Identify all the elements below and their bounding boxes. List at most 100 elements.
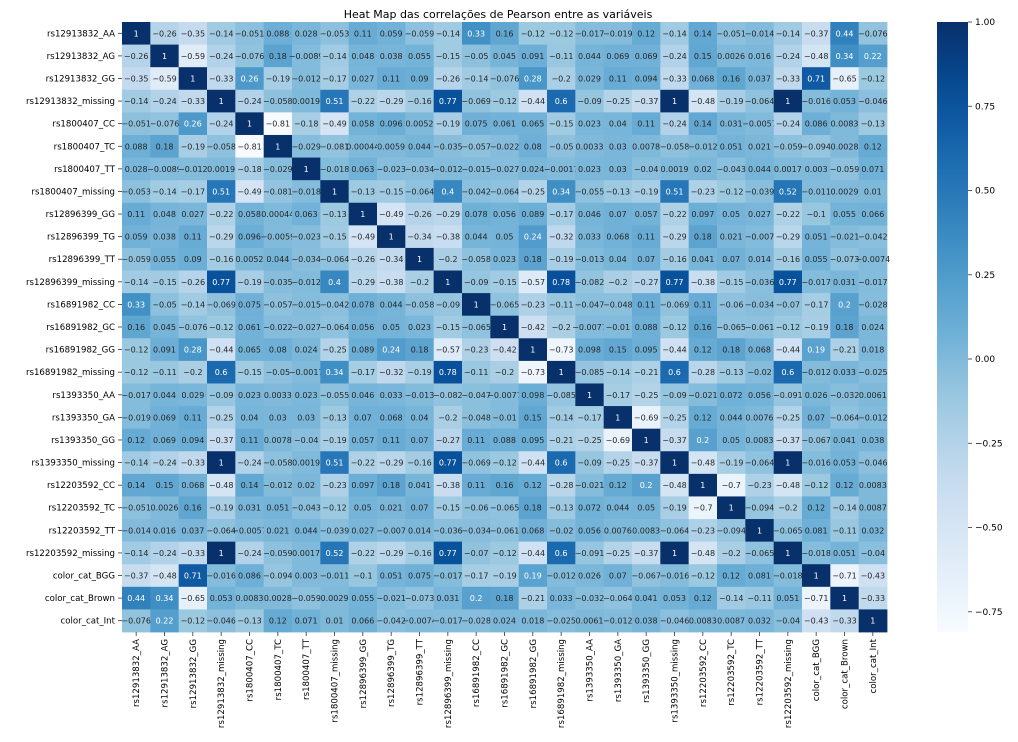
cell-annotation: −0.43 [804,617,829,626]
cell-annotation: −0.094 [263,572,293,581]
cell-annotation: 0.069 [153,436,176,445]
heatmap-cell [830,112,860,136]
heatmap-cell [802,451,831,475]
cell-annotation: −0.26 [351,255,376,264]
cell-annotation: 0.056 [578,526,601,535]
cell-annotation: −0.37 [634,459,659,468]
heatmap-cell [377,202,406,226]
cell-annotation: 0.11 [184,413,202,422]
cell-annotation: 0.044 [578,52,601,61]
chart-title: Heat Map das correlações de Pearson entr… [344,8,653,21]
heatmap-cell [518,541,548,565]
heatmap-cell [405,270,435,294]
cell-annotation: 1 [757,526,762,535]
heatmap-cell [292,609,321,633]
cell-annotation: −0.04 [861,549,886,558]
heatmap-cell [830,406,860,430]
cell-annotation: −0.26 [124,52,149,61]
cell-annotation: 0.041 [833,436,856,445]
cell-annotation: 0.77 [212,278,230,287]
cell-annotation: 0.77 [439,459,457,468]
cell-annotation: −0.017 [801,278,831,287]
cell-annotation: 0.03 [609,142,627,151]
heatmap-cell [547,89,576,113]
heatmap-cell [320,541,350,565]
heatmap-cell [717,202,746,226]
cell-annotation: 0.069 [635,52,658,61]
heatmap-cell [207,180,236,204]
cell-annotation: 0.068 [380,413,403,422]
heatmap-cell [547,428,576,452]
cell-annotation: 0.018 [521,617,544,626]
cell-annotation: −0.034 [461,526,491,535]
cell-annotation: 0.096 [380,120,403,129]
heatmap-cell [405,541,435,565]
cell-annotation: −0.42 [521,323,546,332]
cell-annotation: −0.018 [773,572,803,581]
cell-annotation: −0.24 [152,459,177,468]
cell-annotation: 0.048 [351,52,374,61]
heatmap-cell [235,428,265,452]
cell-annotation: −0.34 [379,255,404,264]
y-tick-label: rs12913832_AA [47,29,115,39]
heatmap-cell [178,338,208,362]
heatmap-cell [660,180,690,204]
heatmap-cell [320,67,350,91]
cell-annotation: −0.0017 [544,165,579,174]
cell-annotation: −0.064 [830,413,860,422]
cell-annotation: 0.0083 [689,617,717,626]
heatmap-cell [320,22,350,45]
heatmap-cell [830,541,860,565]
heatmap-cell [830,157,860,181]
cell-annotation: 0.069 [153,413,176,422]
cell-annotation: 0.11 [467,481,485,490]
colorbar-tick-label: −0.75 [975,608,1003,618]
heatmap-cell [462,609,491,633]
cell-annotation: −0.25 [521,187,546,196]
heatmap-cell [717,22,746,45]
heatmap-cell [802,383,831,407]
cell-annotation: 0.051 [776,594,799,603]
heatmap-cell [348,22,378,45]
heatmap-cell [462,473,491,497]
cell-annotation: −0.14 [124,278,149,287]
cell-annotation: 0.05 [382,323,400,332]
heatmap-cell [547,293,576,317]
heatmap-cell [405,451,435,475]
heatmap-cell [292,157,321,181]
heatmap-cell [348,293,378,317]
cell-annotation: 0.07 [637,255,655,264]
y-tick-label: rs1393350_GG [51,436,115,446]
cell-annotation: −0.14 [662,29,687,38]
cell-annotation: −0.025 [546,617,576,626]
heatmap-cell [178,451,208,475]
heatmap-cell [178,202,208,226]
heatmap-cell [207,383,236,407]
heatmap-cell [575,519,605,543]
heatmap-cell [235,44,265,68]
heatmap-cell [207,496,236,520]
cell-annotation: 0.15 [524,413,542,422]
heatmap-cell [688,112,718,136]
cell-annotation: 0.046 [578,210,601,219]
x-tick-label: rs1800407_missing [331,639,341,723]
cell-annotation: −0.44 [662,346,687,355]
cell-annotation: 0.068 [606,233,629,242]
cell-annotation: 0.07 [609,572,627,581]
cell-annotation: −0.14 [181,300,206,309]
heatmap-cell [717,586,746,610]
x-tick-label: rs1393350_AA [586,639,596,702]
heatmap-cell [575,225,605,249]
cell-annotation: 0.053 [210,594,233,603]
heatmap-cell [547,609,576,633]
cell-annotation: −0.17 [549,210,574,219]
heatmap-cell [292,360,321,384]
cell-annotation: 0.0019 [292,97,320,106]
heatmap-cell [462,44,491,68]
heatmap-cell [122,44,151,68]
cell-annotation: 0.024 [295,346,318,355]
heatmap-cell [745,564,775,588]
heatmap-cell [207,338,236,362]
cell-annotation: 1 [842,594,847,603]
heatmap-cell [660,112,690,136]
